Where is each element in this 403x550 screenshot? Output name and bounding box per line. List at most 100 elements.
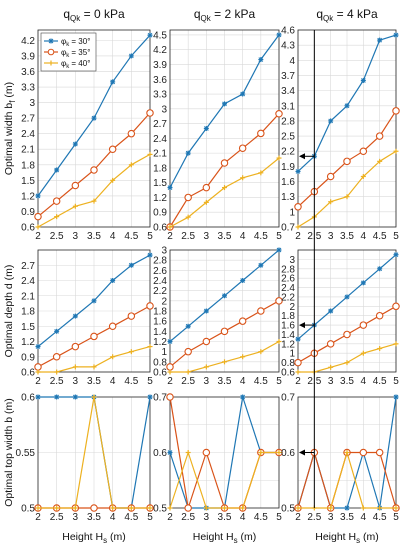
data-point	[54, 505, 60, 511]
data-point	[35, 193, 41, 199]
data-point	[344, 360, 350, 366]
data-point	[72, 141, 78, 147]
data-point	[392, 302, 400, 311]
y-tick-label: 1	[161, 347, 167, 358]
column-title: qQk = 4 kPa	[316, 7, 378, 23]
x-tick-label: 2.5	[50, 231, 64, 242]
series-s35	[166, 109, 283, 231]
data-point	[72, 364, 78, 370]
y-tick-label: 2.8	[281, 116, 295, 127]
data-point	[326, 340, 335, 348]
data-point	[203, 199, 209, 205]
y-tick-label: 1.8	[21, 307, 35, 318]
x-tick-label: 4.5	[373, 231, 387, 242]
axes-box	[37, 249, 151, 373]
data-point	[240, 175, 246, 181]
data-point	[344, 505, 350, 511]
data-point	[258, 170, 264, 176]
panel-r0-c2: 0.711.31.61.92.22.52.83.13.43.744.34.62 2…	[281, 26, 400, 242]
data-point	[128, 505, 134, 511]
data-point	[34, 363, 42, 371]
series-s35	[34, 109, 154, 221]
data-point	[375, 448, 384, 457]
x-tick-label: 5	[147, 512, 153, 523]
series-s40	[35, 394, 153, 511]
x-tick-label: 2.5	[181, 231, 195, 242]
series-s30	[35, 252, 153, 350]
axes-box	[169, 249, 280, 373]
y-tick-label: 4.5	[153, 30, 167, 41]
x-tick-label: 3.5	[87, 376, 101, 387]
data-point	[240, 278, 246, 283]
y-tick-label: 2.4	[21, 129, 35, 140]
y-tick-label: 0.6	[153, 448, 167, 459]
y-tick-label: 2.6	[281, 274, 295, 285]
data-point	[128, 262, 134, 268]
legend-label: φk = 30°	[61, 37, 90, 48]
y-tick-label: 0.9	[153, 208, 167, 219]
y-tick-label: 2.1	[153, 149, 167, 160]
y-tick-label: 0.55	[16, 448, 36, 459]
data-point	[359, 448, 368, 457]
data-point	[108, 145, 117, 153]
x-tick-label: 4.5	[254, 376, 268, 387]
data-point	[128, 349, 134, 355]
data-point	[185, 323, 191, 329]
data-point	[222, 101, 227, 107]
x-tick-label: 2	[35, 512, 41, 523]
data-point	[52, 197, 61, 205]
series-s40	[167, 339, 282, 375]
x-axis-label: Height Hs (m)	[193, 531, 257, 545]
column-title: qQk = 2 kPa	[194, 7, 256, 23]
data-point	[35, 224, 41, 230]
series-s30	[35, 32, 153, 199]
y-tick-label: 1.2	[153, 193, 167, 204]
x-tick-label: 2.5	[50, 512, 64, 523]
y-tick-label: 3	[29, 98, 35, 109]
data-point	[203, 126, 209, 131]
data-point	[54, 394, 60, 400]
data-point	[222, 359, 227, 365]
y-tick-label: 3.3	[21, 83, 35, 94]
data-point	[393, 394, 399, 400]
data-point	[110, 278, 116, 283]
panel-r2-c2: 0.5 0.6 0.7 2 2.5 3 3.5 4 4.5 5	[281, 393, 400, 523]
y-tick-label: 0.7	[153, 393, 167, 404]
data-point	[147, 32, 153, 38]
y-tick-label: 0.6	[21, 393, 35, 404]
data-point	[359, 321, 368, 329]
data-point	[185, 369, 191, 375]
data-point	[54, 369, 60, 375]
y-tick-label: 1.8	[153, 307, 167, 318]
x-tick-label: 2	[167, 376, 173, 387]
x-tick-label: 3	[73, 231, 79, 242]
data-point	[240, 505, 246, 511]
reference-arrow	[299, 153, 315, 160]
legend-label: φk = 35°	[61, 48, 90, 59]
x-tick-label: 2	[35, 376, 41, 387]
panel-r2-c0: 0.5 0.55 0.6 2 2.5 3 3.5 4 4.5 5	[16, 393, 154, 523]
data-point	[375, 311, 384, 320]
panels: 0.60.91.21.51.82.12.42.733.33.63.94.22 2.…	[16, 26, 400, 523]
x-tick-label: 4.5	[124, 376, 138, 387]
y-tick-label: 3	[161, 104, 167, 115]
panel-r2-c1: 0.5 0.6 0.7 2 2.5 3 3.5 4 4.5 5	[153, 393, 283, 523]
y-tick-label: 3.1	[281, 101, 295, 112]
x-tick-label: 5	[276, 376, 282, 387]
y-tick-label: 0.6	[153, 368, 167, 379]
y-tick-label: 0.5	[153, 504, 167, 515]
y-tick-label: 3	[161, 246, 167, 257]
data-point	[238, 317, 247, 325]
data-point	[147, 252, 153, 258]
y-tick-label: 4.3	[281, 41, 295, 52]
y-tick-label: 1	[289, 207, 295, 218]
panel-r0-c1: 0.6 0.9 1.2 1.5 1.8 2.1 2.4 2.7 3 3.3 3.6 3.9 4.2 4.5…	[153, 29, 283, 242]
data-point	[275, 109, 283, 118]
y-tick-label: 2.7	[153, 119, 167, 130]
x-tick-label: 2.5	[307, 512, 321, 523]
y-tick-label: 1.8	[281, 311, 295, 322]
y-tick-label: 0.6	[281, 448, 295, 459]
data-point	[72, 394, 78, 400]
data-point	[110, 79, 116, 85]
series-s35	[34, 302, 154, 371]
